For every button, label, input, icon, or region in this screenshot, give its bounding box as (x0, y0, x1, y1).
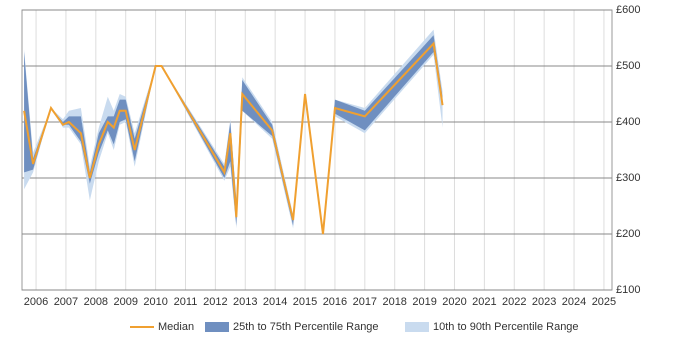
x-tick-label: 2006 (24, 296, 48, 308)
y-tick-label: £300 (616, 172, 640, 184)
y-tick-label: £600 (616, 4, 640, 16)
x-tick-label: 2014 (263, 296, 287, 308)
x-tick-label: 2011 (174, 296, 198, 308)
x-tick-label: 2023 (532, 296, 556, 308)
legend-label: Median (158, 321, 194, 333)
x-tick-label: 2025 (592, 296, 616, 308)
x-tick-label: 2013 (233, 296, 257, 308)
x-tick-label: 2024 (562, 296, 586, 308)
y-tick-label: £500 (616, 60, 640, 72)
x-tick-label: 2016 (323, 296, 347, 308)
x-tick-label: 2019 (412, 296, 436, 308)
y-tick-label: £200 (616, 228, 640, 240)
y-tick-label: £400 (616, 116, 640, 128)
x-tick-label: 2007 (54, 296, 78, 308)
legend-label: 25th to 75th Percentile Range (233, 321, 379, 333)
x-tick-label: 2010 (143, 296, 167, 308)
plot-area (21, 9, 613, 291)
x-tick-label: 2022 (502, 296, 526, 308)
legend-swatch (405, 322, 429, 332)
legend-label: 10th to 90th Percentile Range (433, 321, 579, 333)
x-tick-label: 2015 (293, 296, 317, 308)
legend-swatch (205, 322, 229, 332)
y-tick-label: £100 (616, 284, 640, 296)
x-tick-label: 2018 (382, 296, 406, 308)
x-tick-label: 2021 (472, 296, 496, 308)
x-tick-label: 2017 (353, 296, 377, 308)
x-tick-label: 2020 (442, 296, 466, 308)
median-line (23, 41, 444, 235)
x-tick-label: 2009 (113, 296, 137, 308)
x-tick-label: 2012 (203, 296, 227, 308)
x-tick-label: 2008 (84, 296, 108, 308)
